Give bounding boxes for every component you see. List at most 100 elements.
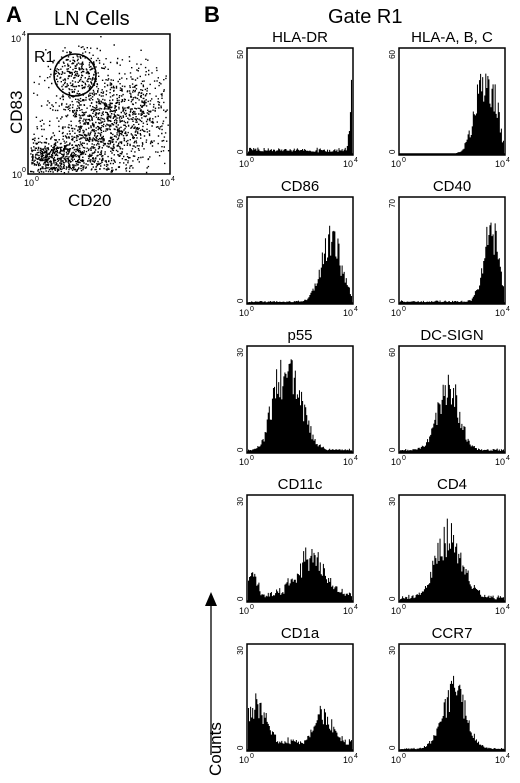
histogram-ytick-bottom: 0 (236, 447, 245, 452)
histogram-xtick-max-exp: 4 (354, 455, 358, 462)
histogram-xtick-min: 10 (391, 457, 401, 467)
histogram-ytick-bottom: 0 (388, 298, 397, 303)
y-tick-max-base: 10 (11, 34, 21, 44)
histogram-xtick-max: 10 (495, 606, 505, 616)
histogram-title: CCR7 (432, 625, 473, 642)
histogram-frame (246, 345, 354, 454)
histogram-xtick-max: 10 (343, 308, 353, 318)
histogram-frame (246, 643, 354, 752)
histogram-xtick-min-exp: 0 (250, 455, 254, 462)
histogram-ytick-top: 60 (388, 49, 397, 58)
y-axis-label: CD83 (7, 91, 26, 134)
y-tick-min-exp: 0 (22, 167, 26, 174)
histogram-bars (248, 693, 352, 750)
histogram-xtick-max-exp: 4 (506, 455, 510, 462)
x-tick-max-base: 10 (160, 178, 170, 188)
histogram-xtick-min: 10 (239, 606, 249, 616)
histogram-title: CD1a (281, 625, 320, 642)
histogram-bars (248, 79, 352, 154)
histogram-ytick-top: 60 (388, 347, 397, 356)
histogram-ytick-bottom: 0 (236, 149, 245, 154)
y-tick-min-base2: 0 (17, 170, 22, 180)
histogram-xtick-min-exp: 0 (250, 604, 254, 611)
histogram-xtick-max-exp: 4 (354, 753, 358, 760)
histogram-frame (398, 47, 506, 156)
histogram-ytick-bottom: 0 (388, 596, 397, 601)
histogram-frame (398, 345, 506, 454)
histogram-xtick-max: 10 (343, 457, 353, 467)
histogram-xtick-min-exp: 0 (402, 753, 406, 760)
histogram-title: CD11c (278, 476, 323, 493)
histogram-xtick-max-exp: 4 (354, 604, 358, 611)
histogram-xtick-max-exp: 4 (354, 306, 358, 313)
histogram-xtick-min-exp: 0 (402, 604, 406, 611)
histogram-ytick-bottom: 0 (388, 149, 397, 154)
histogram-bars (400, 374, 504, 452)
histogram-xtick-max-exp: 4 (506, 306, 510, 313)
histogram-xtick-max: 10 (495, 308, 505, 318)
histogram-ytick-top: 70 (388, 198, 397, 207)
histogram-frame (246, 47, 354, 156)
histogram-ytick-bottom: 0 (236, 596, 245, 601)
histogram-xtick-min: 10 (239, 308, 249, 318)
histogram-xtick-max-exp: 4 (506, 157, 510, 164)
histogram-xtick-max: 10 (343, 159, 353, 169)
histogram-bars (248, 225, 352, 303)
scatter-dots (30, 36, 170, 174)
histogram-frame (398, 196, 506, 305)
histogram-xtick-min-exp: 0 (250, 306, 254, 313)
histogram-title: CD4 (437, 476, 467, 493)
histogram-bars (400, 222, 504, 303)
histogram-title: DC-SIGN (420, 327, 483, 344)
y-tick-min-base: 1 (12, 170, 17, 180)
panel-a-letter: A (6, 2, 22, 27)
histogram-ytick-top: 30 (236, 645, 245, 654)
histogram-xtick-min: 10 (239, 457, 249, 467)
gate-r1-circle (53, 53, 97, 97)
histogram-xtick-min-exp: 0 (250, 157, 254, 164)
y-tick-max-exp: 4 (22, 31, 26, 38)
counts-arrow-head (205, 592, 217, 606)
histogram-xtick-min: 10 (391, 755, 401, 765)
histogram-xtick-max: 10 (343, 606, 353, 616)
histogram-xtick-max-exp: 4 (506, 604, 510, 611)
histogram-xtick-min-exp: 0 (402, 157, 406, 164)
scatter-frame (27, 33, 171, 175)
histogram-frame (398, 643, 506, 752)
panel-a-title: LN Cells (54, 8, 130, 30)
histogram-xtick-min-exp: 0 (402, 455, 406, 462)
histogram-xtick-min: 10 (391, 308, 401, 318)
histogram-xtick-max: 10 (495, 159, 505, 169)
histogram-title: CD86 (281, 178, 319, 195)
counts-label: Counts (206, 722, 225, 776)
histogram-xtick-min-exp: 0 (250, 753, 254, 760)
histogram-ytick-top: 30 (388, 496, 397, 505)
histogram-ytick-top: 50 (236, 49, 245, 58)
histogram-bars (248, 359, 352, 452)
histogram-bars (400, 73, 504, 154)
histogram-bars (248, 547, 352, 601)
histogram-xtick-min: 10 (391, 606, 401, 616)
gate-r1-label: R1 (34, 49, 55, 66)
histogram-xtick-min: 10 (239, 755, 249, 765)
histogram-xtick-max: 10 (495, 457, 505, 467)
histogram-ytick-top: 60 (236, 198, 245, 207)
scatter-events (30, 36, 170, 174)
histogram-xtick-min: 10 (391, 159, 401, 169)
panel-b-letter: B (204, 2, 220, 27)
histogram-xtick-min: 10 (239, 159, 249, 169)
histogram-bars (400, 675, 504, 750)
histogram-frame (246, 494, 354, 603)
histogram-xtick-max: 10 (343, 755, 353, 765)
histogram-xtick-max-exp: 4 (354, 157, 358, 164)
histogram-bars (400, 518, 504, 601)
